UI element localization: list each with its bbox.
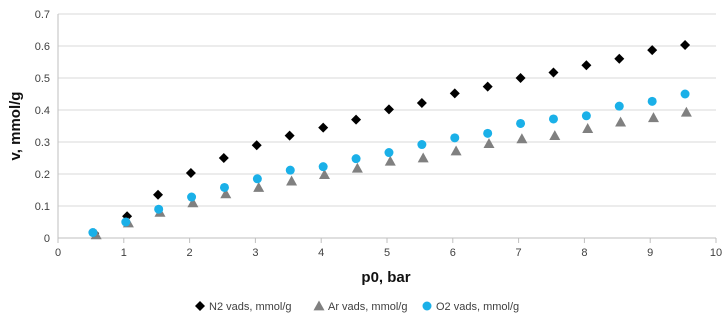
legend-marker (195, 301, 205, 311)
data-point (449, 88, 460, 99)
data-point (647, 96, 657, 106)
data-point (351, 154, 361, 164)
data-point (253, 181, 265, 192)
data-point (482, 81, 493, 92)
legend-label: Ar vads, mmol/g (328, 301, 407, 313)
data-point (284, 130, 295, 141)
series-triangle (90, 106, 692, 240)
data-point (615, 116, 627, 127)
legend-label: O2 vads, mmol/g (436, 301, 519, 313)
x-tick-label: 10 (710, 247, 722, 259)
legend-marker (313, 300, 325, 311)
data-point (351, 114, 362, 125)
x-tick-label: 2 (187, 247, 193, 259)
data-points (88, 40, 692, 240)
x-tick-labels: 0 1 2 3 4 5 6 7 8 9 10 (55, 247, 722, 259)
data-point (383, 104, 394, 115)
x-tick-label: 9 (647, 247, 653, 259)
data-point (318, 122, 329, 133)
data-point (417, 152, 429, 163)
data-point (88, 228, 98, 238)
data-point (417, 140, 427, 150)
data-point (450, 145, 462, 156)
y-tick-label: 0.2 (35, 169, 50, 181)
y-tick-label: 0.3 (35, 137, 50, 149)
data-point (450, 133, 460, 143)
data-point (680, 106, 692, 117)
y-tick-label: 0.1 (35, 201, 50, 213)
data-point (548, 114, 558, 124)
data-point (318, 169, 330, 180)
data-point (187, 192, 197, 202)
data-point (384, 148, 394, 158)
data-point (614, 101, 624, 111)
data-point (252, 174, 262, 184)
y-axis-title: v, mmol/g (7, 92, 24, 161)
y-tick-label: 0.5 (35, 73, 50, 85)
y-tick-label: 0.4 (35, 105, 50, 117)
data-point (185, 168, 196, 179)
data-point (680, 89, 690, 99)
axes (57, 14, 717, 243)
series-diamond (89, 40, 691, 239)
legend-item: N2 vads, mmol/g (195, 301, 292, 313)
data-point (581, 111, 591, 121)
x-tick-label: 7 (516, 247, 522, 259)
data-point (219, 182, 229, 192)
data-point (548, 67, 559, 78)
data-point (647, 45, 658, 56)
series-circle (88, 89, 690, 238)
data-point (218, 153, 229, 163)
x-tick-label: 3 (252, 247, 258, 259)
data-point (483, 128, 493, 138)
data-point (251, 140, 262, 151)
data-point (153, 189, 164, 200)
data-point (220, 188, 232, 199)
y-tick-label: 0.6 (35, 41, 50, 53)
data-point (285, 165, 295, 175)
data-point (416, 97, 427, 108)
data-point (187, 197, 199, 208)
data-point (581, 60, 592, 71)
legend-item: O2 vads, mmol/g (422, 301, 519, 313)
legend-marker (422, 301, 432, 311)
data-point (318, 162, 328, 172)
data-point (121, 217, 131, 227)
y-tick-label: 0.7 (35, 9, 50, 21)
data-point (549, 130, 561, 140)
data-point (614, 53, 625, 64)
y-tick-labels: 0 0.1 0.2 0.3 0.4 0.5 0.6 0.7 (35, 9, 50, 245)
data-point (582, 123, 594, 133)
data-point (384, 155, 396, 166)
data-point (515, 73, 526, 83)
x-tick-label: 1 (121, 247, 127, 259)
data-point (680, 40, 691, 51)
x-tick-label: 0 (55, 247, 61, 259)
x-axis-title: p0, bar (361, 269, 410, 286)
grid-lines (58, 13, 716, 207)
x-tick-label: 4 (318, 247, 324, 259)
data-point (483, 138, 495, 148)
legend: N2 vads, mmol/g Ar vads, mmol/g O2 vads, m… (195, 300, 519, 313)
legend-item: Ar vads, mmol/g (313, 300, 407, 313)
legend-label: N2 vads, mmol/g (209, 301, 292, 313)
x-tick-label: 8 (581, 247, 587, 259)
data-point (286, 175, 298, 186)
y-tick-label: 0 (44, 233, 50, 245)
x-tick-label: 5 (384, 247, 390, 259)
x-tick-label: 6 (450, 247, 456, 259)
data-point (647, 112, 659, 123)
data-point (516, 118, 526, 128)
data-point (351, 162, 363, 173)
data-point (516, 133, 528, 144)
data-point (154, 204, 164, 214)
